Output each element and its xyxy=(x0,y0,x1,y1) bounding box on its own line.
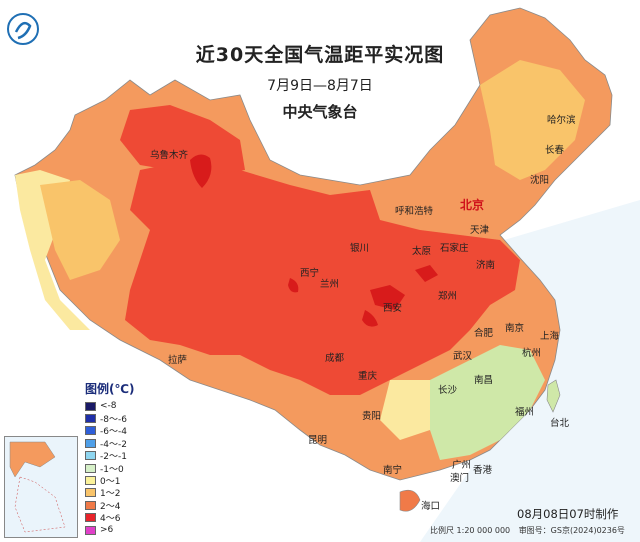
city-label: 福州 xyxy=(515,407,535,418)
city-label: 广州 xyxy=(452,460,472,471)
issued-time: 08月08日07时制作 xyxy=(517,507,619,521)
city-label: 沈阳 xyxy=(530,175,550,186)
legend-swatch xyxy=(85,414,96,424)
zone-northeast xyxy=(480,60,585,180)
legend-label: 4～6 xyxy=(100,514,121,525)
legend-swatch xyxy=(85,488,96,498)
legend-swatch xyxy=(85,438,96,448)
legend-row: 0～1 xyxy=(85,474,147,488)
city-label: 乌鲁木齐 xyxy=(150,150,189,161)
legend-row: -8～-6 xyxy=(85,412,147,426)
legend-swatch xyxy=(85,513,96,523)
city-label: 太原 xyxy=(412,246,432,257)
legend-label: -1～0 xyxy=(100,464,124,475)
legend-label: >6 xyxy=(100,525,114,536)
hainan xyxy=(399,489,421,512)
legend-swatch xyxy=(85,426,96,436)
city-label: 银川 xyxy=(350,243,370,254)
city-label: 拉萨 xyxy=(168,355,188,366)
cma-logo-icon xyxy=(7,13,39,45)
city-label: 长春 xyxy=(545,145,565,156)
city-label: 澳门 xyxy=(450,473,470,484)
legend-label: 2～4 xyxy=(100,501,121,512)
city-label: 贵阳 xyxy=(362,411,382,422)
city-label: 兰州 xyxy=(320,279,340,290)
legend: 图例(℃) <-8 -8～-6 -6～-4 -4～-2 -2～-1 -1～0 0… xyxy=(85,380,147,536)
city-label: 武汉 xyxy=(453,351,473,362)
city-label: 成都 xyxy=(325,353,345,364)
map-title: 近30天全国气温距平实况图 xyxy=(195,44,445,66)
city-label: 南宁 xyxy=(383,465,403,476)
map-approval-number: 审图号：GS京(2024)0236号 xyxy=(518,526,625,535)
taiwan xyxy=(546,379,561,413)
capital-label: 北京 xyxy=(460,198,485,212)
legend-row: -2～-1 xyxy=(85,450,147,462)
zone-hot-central xyxy=(125,160,520,395)
legend-row: 4～6 xyxy=(85,512,147,524)
legend-row: <-8 xyxy=(85,400,147,412)
city-label: 呼和浩特 xyxy=(395,206,434,217)
city-label: 台北 xyxy=(550,418,570,429)
city-label: 香港 xyxy=(473,465,493,476)
legend-swatch xyxy=(85,401,96,411)
title-block: 近30天全国气温距平实况图 7月9日—8月7日 中央气象台 xyxy=(0,40,640,122)
patch-very-hot-4 xyxy=(288,278,299,293)
zone-cool-west xyxy=(15,170,90,330)
legend-swatch xyxy=(85,500,96,510)
city-label: 上海 xyxy=(540,331,560,342)
legend-label: -2～-1 xyxy=(100,452,127,463)
city-label: 南京 xyxy=(505,323,525,334)
legend-row: 1～2 xyxy=(85,487,147,499)
legend-row: -4～-2 xyxy=(85,437,147,450)
legend-swatch xyxy=(85,525,96,535)
legend-row: -6～-4 xyxy=(85,425,147,437)
patch-very-hot-3 xyxy=(362,310,378,327)
patch-very-hot-5 xyxy=(415,265,438,282)
legend-title: 图例(℃) xyxy=(85,382,135,396)
city-label: 西安 xyxy=(383,303,403,314)
city-label: 西宁 xyxy=(300,268,320,279)
date-range: 7月9日—8月7日 xyxy=(267,78,373,94)
city-label: 天津 xyxy=(470,225,490,236)
legend-label: <-8 xyxy=(100,401,117,412)
legend-label: -4～-2 xyxy=(100,439,127,450)
legend-label: 0～1 xyxy=(100,477,121,488)
legend-swatch xyxy=(85,476,96,486)
patch-very-hot-2 xyxy=(370,285,405,310)
city-label: 海口 xyxy=(421,501,441,512)
legend-row: -1～0 xyxy=(85,462,147,475)
legend-row: 2～4 xyxy=(85,499,147,512)
scale-note: 比例尺 1:20 000 000 审图号：GS京(2024)0236号 xyxy=(430,525,625,536)
south-china-sea-inset xyxy=(4,436,78,538)
agency-name: 中央气象台 xyxy=(282,103,358,121)
legend-label: 1～2 xyxy=(100,489,121,500)
legend-row: >6 xyxy=(85,524,147,536)
patch-very-hot-1 xyxy=(190,154,212,188)
city-label: 南昌 xyxy=(474,375,494,386)
city-label: 长沙 xyxy=(438,385,458,396)
zone-hot-xinjiang xyxy=(120,105,245,175)
zone-mild-southeast xyxy=(380,380,430,440)
legend-swatch xyxy=(85,463,96,473)
city-label: 合肥 xyxy=(474,328,494,339)
inset-map xyxy=(9,441,66,533)
city-label: 哈尔滨 xyxy=(547,115,576,126)
city-label: 石家庄 xyxy=(440,243,469,254)
legend-label: -6～-4 xyxy=(100,427,127,438)
zone-cool-southeast xyxy=(430,345,545,460)
city-label: 郑州 xyxy=(438,291,458,302)
zone-mild-west xyxy=(40,180,120,280)
city-label: 杭州 xyxy=(522,348,542,359)
scale-text: 比例尺 1:20 000 000 xyxy=(430,526,511,535)
legend-swatch xyxy=(85,451,96,461)
city-label: 济南 xyxy=(476,260,496,271)
city-label: 重庆 xyxy=(358,371,378,382)
city-label: 昆明 xyxy=(308,435,328,446)
legend-label: -8～-6 xyxy=(100,415,127,426)
